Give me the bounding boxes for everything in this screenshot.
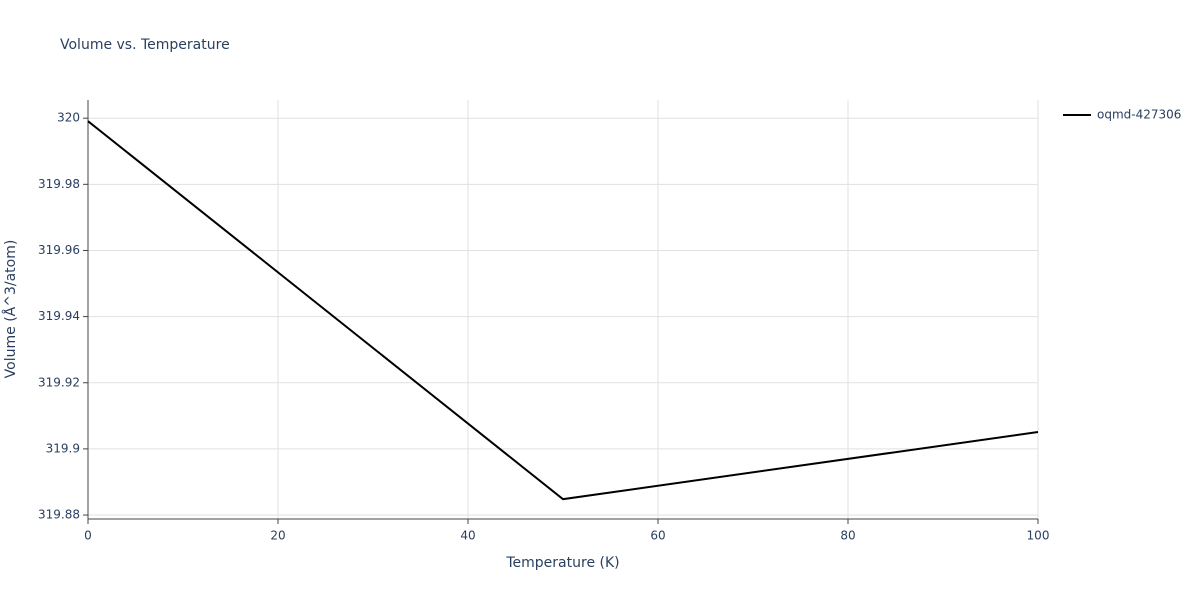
x-tick-label: 60 (650, 529, 665, 543)
y-tick-label: 319.96 (38, 243, 80, 257)
x-tick-label: 20 (270, 529, 285, 543)
y-tick-label: 319.94 (38, 309, 80, 323)
y-tick-label: 319.92 (38, 375, 80, 389)
y-tick-label: 319.9 (46, 441, 80, 455)
legend-label: oqmd-427306 (1097, 108, 1181, 122)
chart-title: Volume vs. Temperature (60, 37, 230, 53)
x-tick-label: 40 (460, 529, 475, 543)
y-axis-label: Volume (Å^3/atom) (2, 240, 19, 379)
data-line (87, 120, 1039, 501)
x-tick-label: 0 (84, 529, 92, 543)
x-axis-label: Temperature (K) (505, 555, 619, 571)
x-tick-label: 100 (1027, 529, 1050, 543)
y-tick-label: 319.98 (38, 177, 80, 191)
y-tick-label: 320 (57, 111, 80, 125)
x-tick-label: 80 (840, 529, 855, 543)
y-tick-label: 319.88 (38, 508, 80, 522)
